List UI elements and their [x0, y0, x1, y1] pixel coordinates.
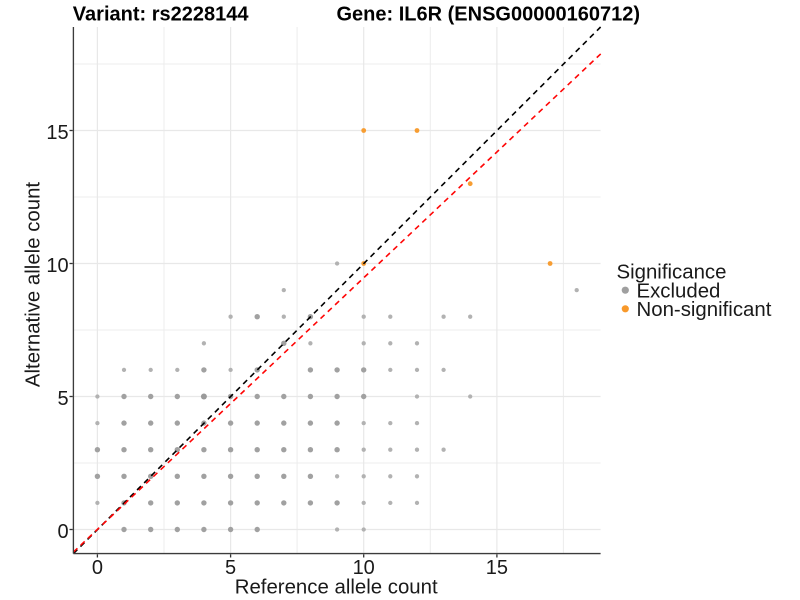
svg-text:Gene: IL6R (ENSG00000160712): Gene: IL6R (ENSG00000160712) [337, 4, 641, 26]
svg-text:10: 10 [353, 557, 375, 579]
svg-text:0: 0 [92, 557, 103, 579]
svg-text:Significance: Significance [617, 262, 727, 284]
svg-text:Reference allele count: Reference allele count [235, 577, 438, 599]
svg-text:Non-significant: Non-significant [637, 299, 772, 321]
svg-text:15: 15 [486, 557, 508, 579]
svg-text:15: 15 [46, 122, 68, 144]
svg-text:Variant: rs2228144: Variant: rs2228144 [73, 4, 250, 26]
svg-text:5: 5 [57, 388, 68, 410]
svg-text:Alternative allele count: Alternative allele count [23, 182, 45, 387]
svg-text:10: 10 [46, 255, 68, 277]
svg-text:Excluded: Excluded [637, 281, 721, 303]
svg-text:5: 5 [225, 557, 236, 579]
svg-text:0: 0 [57, 521, 68, 543]
